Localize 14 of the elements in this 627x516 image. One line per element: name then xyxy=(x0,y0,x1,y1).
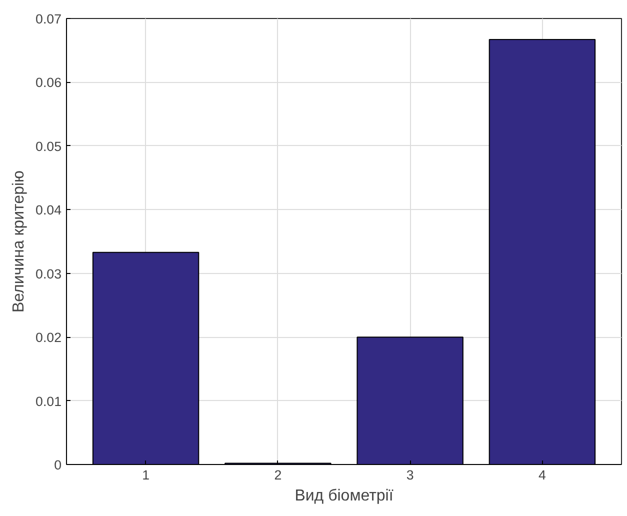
y-axis-title: Величина критерію xyxy=(10,170,28,313)
y-tick-label: 0.05 xyxy=(36,138,62,154)
x-tick-label: 2 xyxy=(274,468,282,482)
y-tick-label: 0 xyxy=(54,458,62,472)
x-tick-label: 3 xyxy=(406,468,414,482)
y-tick-label: 0.06 xyxy=(36,75,62,90)
y-tick-label: 0.01 xyxy=(36,394,62,409)
y-tick-label: 0.04 xyxy=(36,202,62,218)
x-tick-label: 4 xyxy=(538,468,547,482)
x-tick-label: 1 xyxy=(142,468,150,482)
y-tick-label: 0.02 xyxy=(36,330,62,346)
y-tick-label: 0.07 xyxy=(36,12,62,26)
y-tick-label: 0.03 xyxy=(36,266,62,282)
x-axis-title: Вид біометрії xyxy=(294,488,394,504)
